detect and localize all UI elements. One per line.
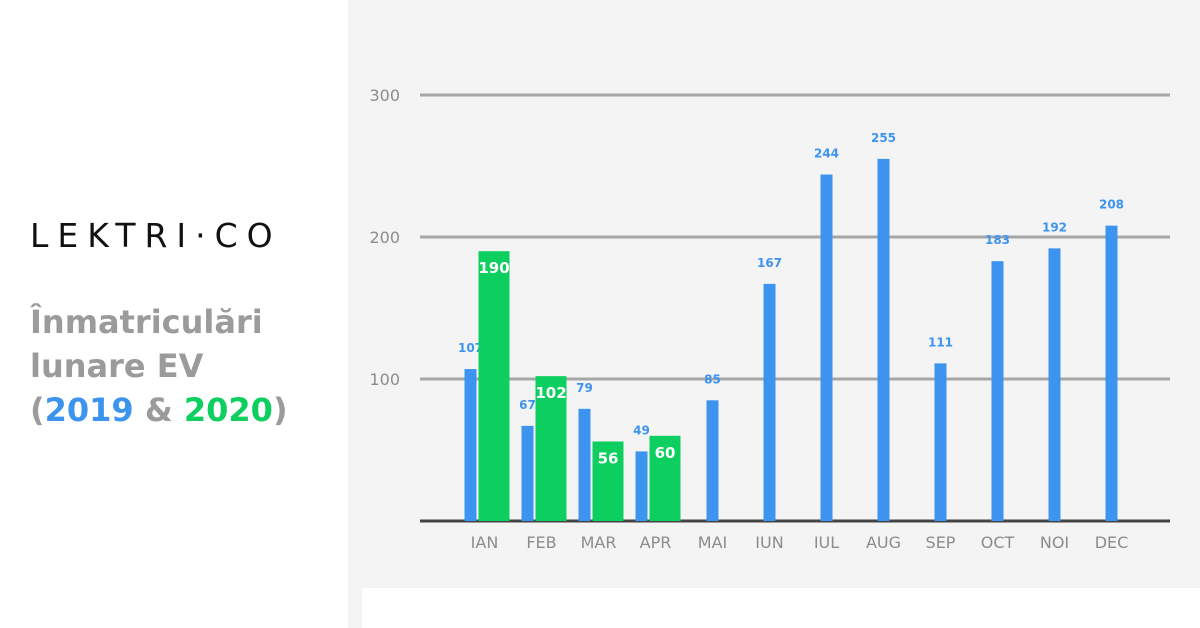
title-line-1: Înmatriculări <box>30 303 263 341</box>
y-tick-label: 100 <box>369 370 400 389</box>
bar-2020 <box>535 376 567 521</box>
bar-2020 <box>478 251 510 521</box>
data-label-2019: 192 <box>1042 220 1067 234</box>
y-tick-label: 200 <box>369 228 400 247</box>
bottom-strip <box>348 588 1200 628</box>
bar-2019 <box>635 451 648 521</box>
x-tick-label: AUG <box>866 533 901 552</box>
x-tick-label: SEP <box>926 533 956 552</box>
x-tick-label: MAR <box>581 533 617 552</box>
bar-2019 <box>578 408 591 521</box>
chart-panel: 100 200 300 IAN 107 190 FEB 67 102 MAR 79 56 APR 49 60… <box>348 0 1200 588</box>
x-tick-label: APR <box>640 533 672 552</box>
bar-2019 <box>820 174 833 521</box>
title-line-2: lunare EV <box>30 347 204 385</box>
data-label-2019: 255 <box>871 131 896 145</box>
data-label-2019: 111 <box>928 335 953 349</box>
bar-2019 <box>991 261 1004 521</box>
left-panel: LEKTRI·CO Înmatriculări lunare EV (2019 … <box>0 0 348 628</box>
bar-2019 <box>1105 225 1118 521</box>
bar-2019 <box>1048 248 1061 522</box>
data-label-2020: 102 <box>535 384 566 402</box>
data-label-2019: 244 <box>814 147 839 161</box>
data-label-2019: 79 <box>576 381 593 395</box>
title-line-3: (2019 & 2020) <box>30 388 288 432</box>
x-tick-label: IAN <box>471 533 499 552</box>
x-tick-label: IUN <box>755 533 783 552</box>
x-tick-label: DEC <box>1095 533 1129 552</box>
bar-2020 <box>592 441 624 521</box>
bar-2019 <box>464 369 477 521</box>
close-paren: ) <box>272 391 288 429</box>
data-label-2019: 183 <box>985 233 1010 247</box>
x-tick-label: IUL <box>814 533 839 552</box>
legend-year-2020: 2020 <box>183 391 273 429</box>
data-label-2020: 190 <box>478 259 509 277</box>
x-tick-label: OCT <box>981 533 1015 552</box>
x-tick-label: MAI <box>698 533 727 552</box>
bar-2020 <box>649 435 681 521</box>
data-label-2020: 60 <box>655 444 676 462</box>
bar-2019 <box>877 158 890 521</box>
data-label-2019: 67 <box>519 398 536 412</box>
data-label-2019: 208 <box>1099 198 1124 212</box>
bar-2019 <box>934 363 947 521</box>
data-label-2019: 85 <box>704 372 721 386</box>
ampersand: & <box>144 391 173 429</box>
data-label-2019: 167 <box>757 256 782 270</box>
x-tick-label: NOI <box>1040 533 1069 552</box>
y-tick-label: 300 <box>369 86 400 105</box>
x-tick-label: FEB <box>526 533 556 552</box>
data-label-2020: 56 <box>598 449 619 467</box>
legend-year-2019: 2019 <box>44 391 134 429</box>
bar-2019 <box>763 283 776 521</box>
bar-2019 <box>521 425 534 521</box>
data-label-2019: 49 <box>633 423 650 437</box>
bar-2019 <box>706 400 719 521</box>
open-paren: ( <box>30 391 45 429</box>
data-label-2019: 107 <box>458 341 483 355</box>
chart-title: Înmatriculări lunare EV (2019 & 2020) <box>30 300 288 432</box>
brand-logo: LEKTRI·CO <box>30 216 282 255</box>
